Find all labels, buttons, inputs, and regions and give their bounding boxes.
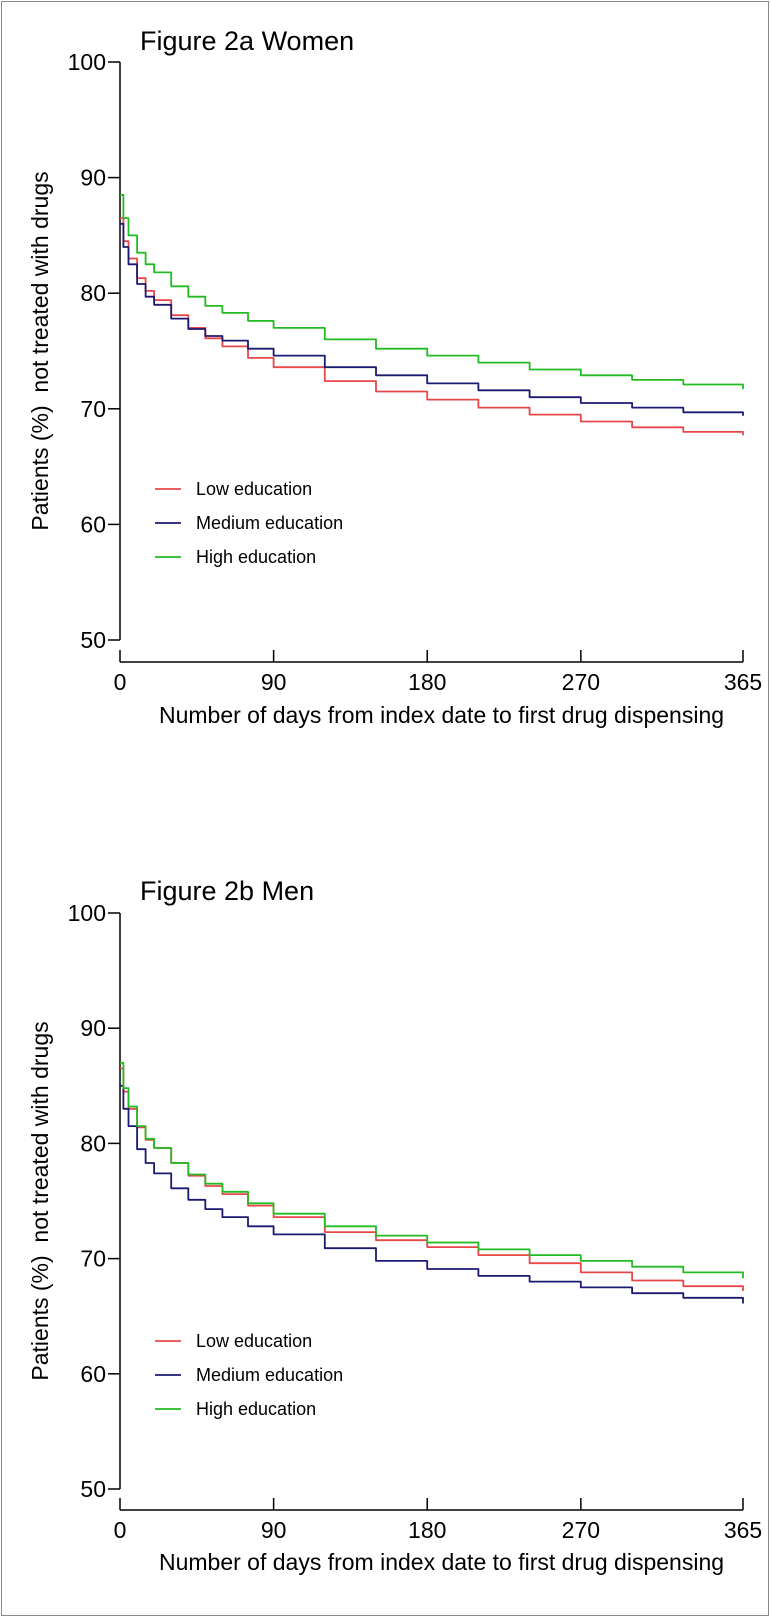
series-line-low-education [120, 1067, 744, 1291]
x-tick-label: 365 [724, 1517, 762, 1543]
y-tick-label: 50 [80, 1476, 106, 1502]
y-axis-label: Patients (%) not treated with drugs [27, 1021, 53, 1380]
chart-panel-2: Figure 2b Men 50 60 70 80 90 100 0 90 180 270 365 Pa… [27, 876, 762, 1575]
legend-label: High education [196, 1399, 316, 1419]
series-line-high-education [120, 1061, 744, 1279]
series-line-low-education [120, 217, 744, 436]
x-tick-label: 180 [408, 669, 446, 695]
y-tick-label: 70 [80, 1246, 106, 1272]
series-line-high-education [120, 194, 744, 390]
chart-panel-1: Figure 2a Women 50 60 70 80 90 100 0 90 180 270 365… [27, 26, 762, 728]
y-tick-label: 50 [80, 627, 106, 653]
x-axis-label: Number of days from index date to first … [159, 702, 724, 728]
legend-label: High education [196, 547, 316, 567]
y-tick-label: 90 [80, 165, 106, 191]
y-tick-label: 90 [80, 1015, 106, 1041]
chart-title: Figure 2b Men [140, 876, 314, 906]
x-axis-label: Number of days from index date to first … [159, 1549, 724, 1575]
y-axis-label: Patients (%) not treated with drugs [27, 171, 53, 530]
y-tick-label: 60 [80, 511, 106, 537]
x-tick-label: 365 [724, 669, 762, 695]
x-tick-label: 0 [114, 1517, 127, 1543]
legend-label: Low education [196, 479, 312, 499]
y-tick-label: 100 [68, 49, 106, 75]
x-tick-label: 180 [408, 1517, 446, 1543]
y-tick-label: 80 [80, 1130, 106, 1156]
y-tick-label: 70 [80, 396, 106, 422]
x-tick-label: 90 [261, 1517, 287, 1543]
legend-label: Low education [196, 1331, 312, 1351]
chart-title: Figure 2a Women [140, 26, 354, 56]
legend-label: Medium education [196, 1365, 343, 1385]
y-tick-label: 80 [80, 280, 106, 306]
y-tick-label: 60 [80, 1361, 106, 1387]
series-line-medium-education [120, 222, 744, 416]
legend-label: Medium education [196, 513, 343, 533]
x-tick-label: 90 [261, 669, 287, 695]
x-tick-label: 0 [114, 669, 127, 695]
x-tick-label: 270 [562, 1517, 600, 1543]
series-line-medium-education [120, 1084, 744, 1304]
y-tick-label: 100 [68, 900, 106, 926]
x-tick-label: 270 [562, 669, 600, 695]
